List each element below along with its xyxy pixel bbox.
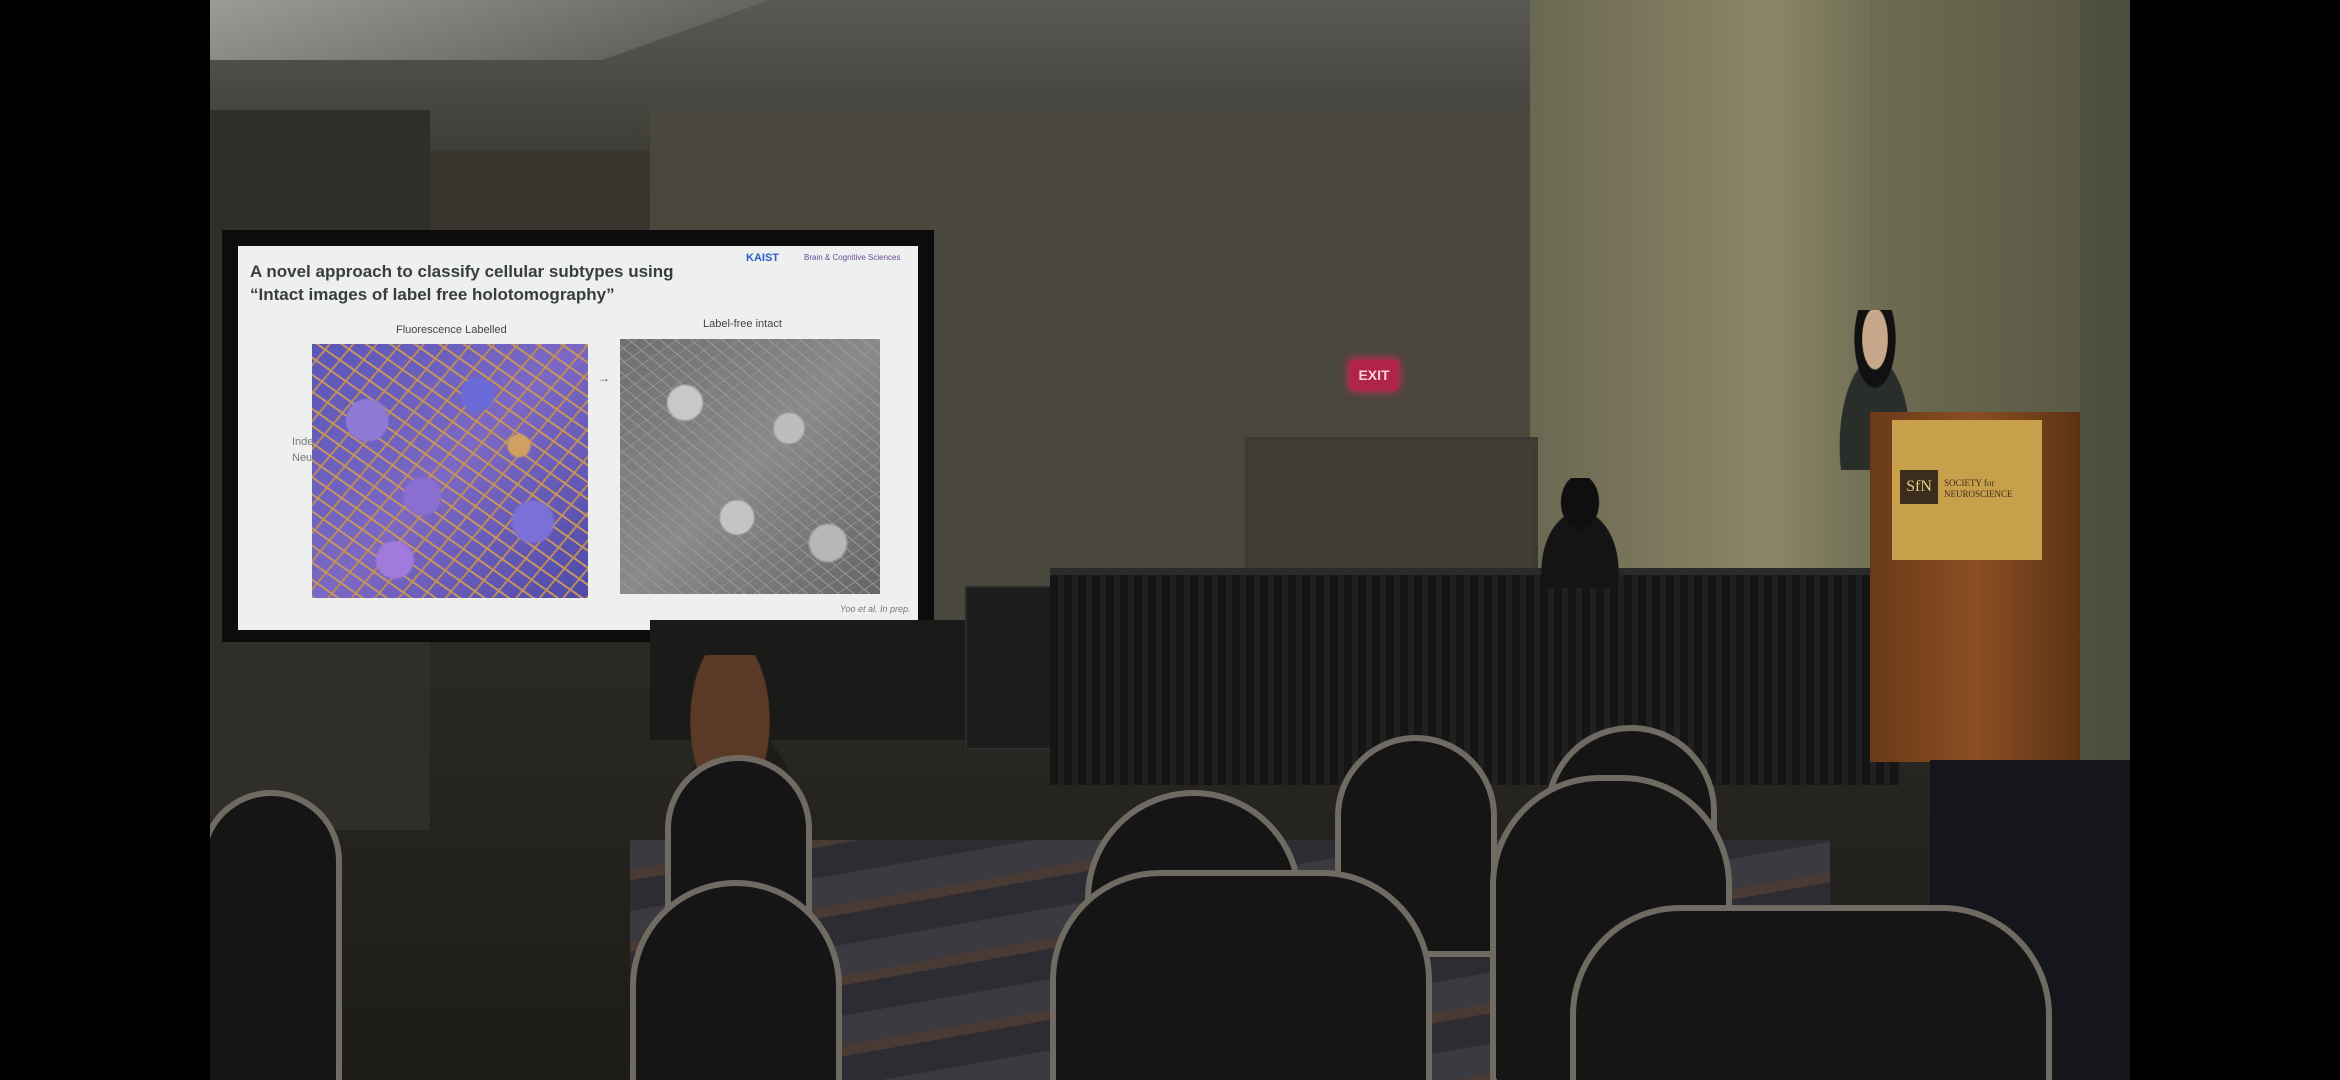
sfn-line-2: NEUROSCIENCE	[1944, 489, 2013, 499]
holotomography-image	[620, 339, 880, 594]
fluorescence-image	[312, 344, 588, 598]
panel-table	[1050, 575, 1900, 785]
kaist-logo: KAIST	[746, 252, 779, 264]
slide-citation: Yoo et al. In prep.	[840, 604, 911, 614]
slide-side-text-1: Inde	[292, 436, 314, 448]
sfn-text: SOCIETY for NEUROSCIENCE	[1944, 478, 2013, 500]
presentation-slide: A novel approach to classify cellular su…	[238, 246, 918, 630]
caption-fluorescence: Fluorescence Labelled	[396, 324, 507, 336]
seated-panelist	[1520, 478, 1640, 588]
slide-side-text-2: Neu	[292, 452, 313, 464]
speaker-cabinet	[965, 586, 1064, 750]
chair	[210, 790, 342, 1080]
brain-cognitive-logo: Brain & Cognitive Sciences	[804, 253, 901, 262]
chair	[630, 880, 842, 1080]
slide-title: A novel approach to classify cellular su…	[250, 262, 674, 304]
arrow-icon: →	[598, 371, 610, 385]
chair	[1050, 870, 1432, 1080]
sfn-line-1: SOCIETY for	[1944, 478, 1995, 488]
caption-label-free: Label-free intact	[703, 318, 782, 330]
panel-table-top	[1050, 568, 1900, 578]
conference-room-photo: EXIT A novel approach to classify cellul…	[210, 0, 2130, 1080]
chair	[1570, 905, 2052, 1080]
exit-sign: EXIT	[1350, 360, 1398, 390]
sfn-logo: SfN	[1900, 470, 1938, 504]
